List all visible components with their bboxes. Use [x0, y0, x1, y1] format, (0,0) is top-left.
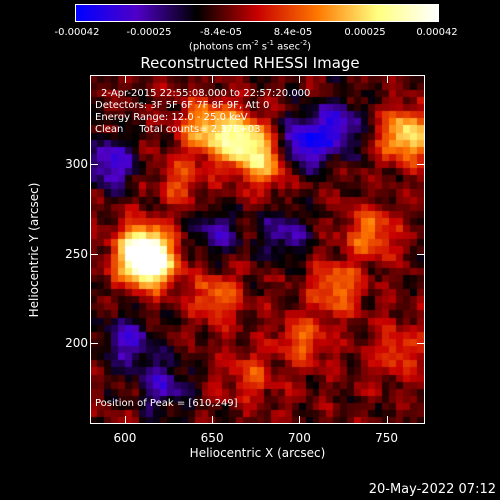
y-tick-mark [417, 343, 425, 345]
colorbar [75, 4, 439, 22]
detectors-label: Detectors: 3F 5F 6F 7F 8F 9F, Att 0 [95, 100, 270, 111]
colorbar-tick-label: -0.00042 [54, 27, 100, 38]
x-tick-mark [386, 416, 388, 424]
peak-position-label: Position of Peak = [610,249] [95, 398, 238, 409]
x-tick-mark [299, 75, 301, 83]
x-tick-label: 700 [287, 431, 311, 445]
x-tick-mark [212, 75, 214, 83]
time-range-label: 2-Apr-2015 22:55:08.000 to 22:57:20.000 [101, 88, 311, 99]
colorbar-tick-label: -8.4e-05 [200, 27, 242, 38]
y-axis-label: Heliocentric Y (arcsec) [27, 182, 41, 318]
y-tick-mark [90, 343, 98, 345]
chart-title: Reconstructed RHESSI Image [140, 54, 360, 72]
x-tick-mark [124, 416, 126, 424]
x-tick-label: 650 [200, 431, 224, 445]
clean-counts-label: Clean Total counts= 2.37E+03 [95, 124, 261, 135]
x-tick-label: 600 [113, 431, 137, 445]
x-tick-mark [124, 75, 126, 83]
colorbar-tick-label: -0.00025 [126, 27, 172, 38]
x-tick-mark [212, 416, 214, 424]
y-tick-label: 250 [65, 246, 88, 261]
heatmap-image [91, 76, 424, 423]
colorbar-tick-label: 0.00042 [416, 27, 458, 38]
x-tick-label: 750 [375, 431, 399, 445]
colorbar-gradient [76, 5, 438, 21]
colorbar-units: (photons cm-2 s-1 asec-2) [188, 39, 312, 53]
y-tick-mark [90, 253, 98, 255]
x-tick-mark [386, 75, 388, 83]
x-axis-label: Heliocentric X (arcsec) [189, 446, 326, 460]
energy-range-label: Energy Range: 12.0 - 25.0 keV [95, 112, 248, 123]
y-tick-mark [417, 253, 425, 255]
x-tick-mark [299, 416, 301, 424]
y-tick-label: 300 [65, 157, 88, 172]
y-tick-label: 200 [65, 336, 88, 351]
y-tick-mark [90, 164, 98, 166]
y-tick-mark [417, 164, 425, 166]
timestamp: 20-May-2022 07:12 [368, 482, 496, 497]
plot-area: 2-Apr-2015 22:55:08.000 to 22:57:20.000 … [90, 75, 425, 424]
colorbar-tick-label: 0.00025 [344, 27, 386, 38]
colorbar-tick-label: 8.4e-05 [273, 27, 313, 38]
